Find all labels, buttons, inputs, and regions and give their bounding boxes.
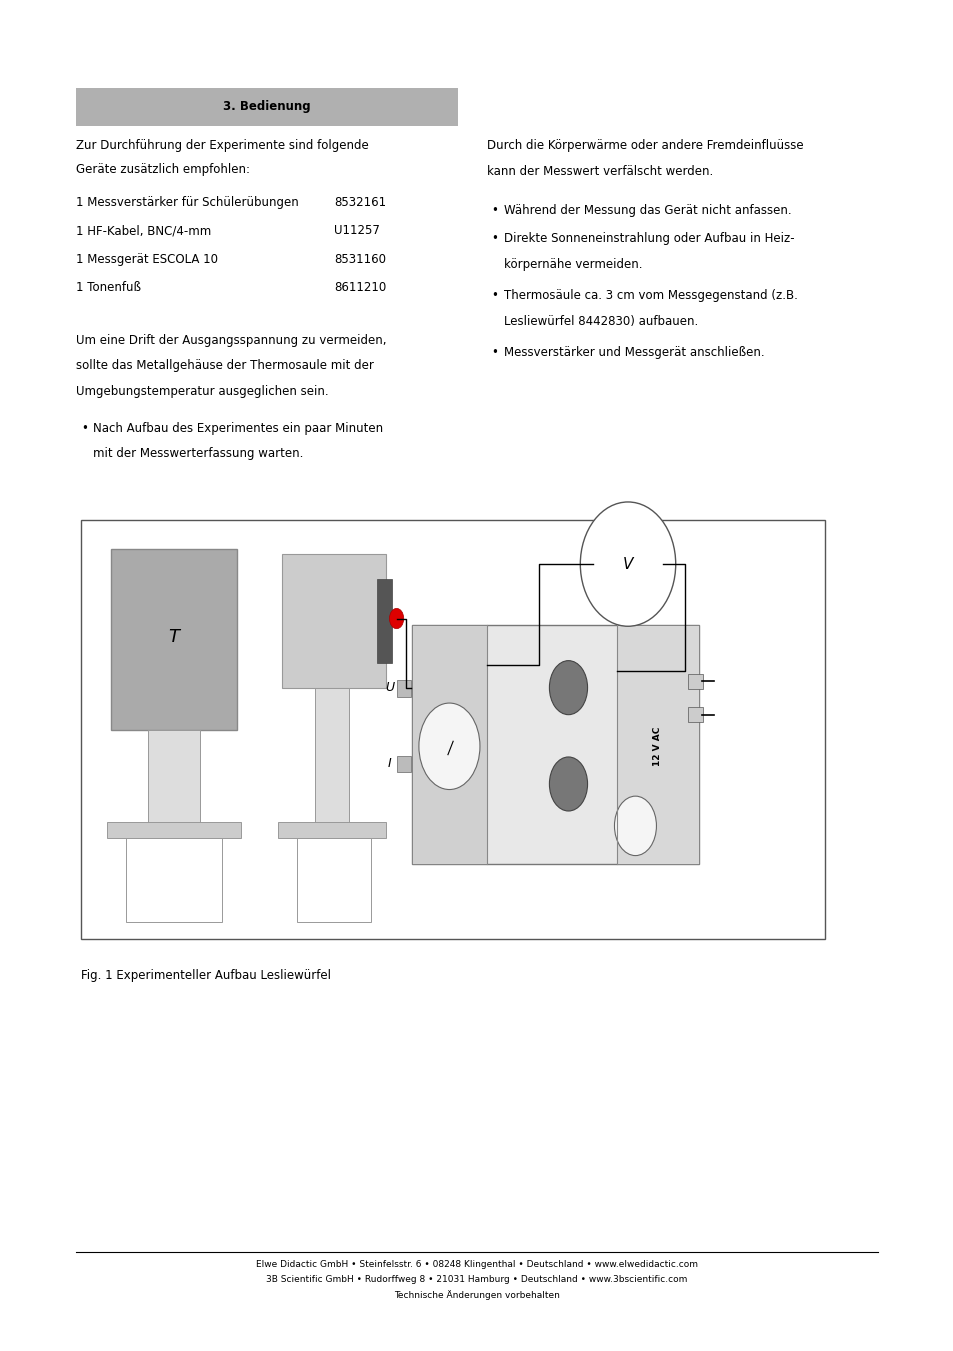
FancyBboxPatch shape [315,688,349,825]
FancyBboxPatch shape [107,821,241,839]
Text: 1 HF-Kabel, BNC/4-mm: 1 HF-Kabel, BNC/4-mm [76,224,212,238]
Text: •: • [81,422,88,435]
FancyBboxPatch shape [278,821,386,839]
Text: V: V [622,557,633,571]
Text: Direkte Sonneneinstrahlung oder Aufbau in Heiz-: Direkte Sonneneinstrahlung oder Aufbau i… [503,232,794,246]
Text: Technische Änderungen vorbehalten: Technische Änderungen vorbehalten [394,1290,559,1300]
Text: I: I [388,757,392,770]
Text: 1 Messgerät ESCOLA 10: 1 Messgerät ESCOLA 10 [76,253,218,266]
Text: Fig. 1 Experimenteller Aufbau Lesliewürfel: Fig. 1 Experimenteller Aufbau Lesliewürf… [81,969,331,982]
Text: 1 Messverstärker für Schülerübungen: 1 Messverstärker für Schülerübungen [76,196,298,209]
Text: Elwe Didactic GmbH • Steinfelsstr. 6 • 08248 Klingenthal • Deutschland • www.elw: Elwe Didactic GmbH • Steinfelsstr. 6 • 0… [255,1260,698,1270]
Text: 3B Scientific GmbH • Rudorffweg 8 • 21031 Hamburg • Deutschland • www.3bscientif: 3B Scientific GmbH • Rudorffweg 8 • 2103… [266,1275,687,1285]
Text: Umgebungstemperatur ausgeglichen sein.: Umgebungstemperatur ausgeglichen sein. [76,385,329,399]
Text: Um eine Drift der Ausgangsspannung zu vermeiden,: Um eine Drift der Ausgangsspannung zu ve… [76,334,386,347]
FancyBboxPatch shape [282,554,386,688]
Text: 12 V AC: 12 V AC [653,727,661,766]
Text: 3. Bedienung: 3. Bedienung [223,100,311,113]
Text: 8611210: 8611210 [334,281,386,295]
Ellipse shape [579,503,675,627]
FancyBboxPatch shape [148,730,200,825]
Text: •: • [491,232,497,246]
FancyBboxPatch shape [412,624,486,863]
FancyBboxPatch shape [617,624,698,863]
FancyBboxPatch shape [296,839,371,923]
FancyBboxPatch shape [396,755,411,773]
FancyBboxPatch shape [81,520,824,939]
FancyBboxPatch shape [76,88,457,126]
Circle shape [549,757,587,811]
FancyBboxPatch shape [126,839,222,923]
Text: Messverstärker und Messgerät anschließen.: Messverstärker und Messgerät anschließen… [503,346,763,359]
Text: 8531160: 8531160 [334,253,386,266]
Circle shape [614,796,656,855]
FancyBboxPatch shape [396,680,411,697]
Text: mit der Messwerterfassung warten.: mit der Messwerterfassung warten. [93,447,304,461]
Text: 1 Tonenfuß: 1 Tonenfuß [76,281,141,295]
Text: kann der Messwert verfälscht werden.: kann der Messwert verfälscht werden. [486,165,712,178]
Text: U11257: U11257 [334,224,379,238]
Text: Geräte zusätzlich empfohlen:: Geräte zusätzlich empfohlen: [76,163,250,177]
FancyBboxPatch shape [687,674,702,689]
FancyBboxPatch shape [376,578,392,662]
Text: sollte das Metallgehäuse der Thermosaule mit der: sollte das Metallgehäuse der Thermosaule… [76,359,374,373]
FancyBboxPatch shape [111,550,237,730]
Text: körpernähe vermeiden.: körpernähe vermeiden. [503,258,641,272]
FancyBboxPatch shape [687,708,702,723]
Text: Nach Aufbau des Experimentes ein paar Minuten: Nach Aufbau des Experimentes ein paar Mi… [93,422,383,435]
Text: •: • [491,289,497,303]
Circle shape [389,608,403,628]
Text: T: T [169,628,179,646]
Text: Durch die Körperwärme oder andere Fremdeinfluüsse: Durch die Körperwärme oder andere Fremde… [486,139,802,153]
Text: •: • [491,346,497,359]
Text: Lesliewürfel 8442830) aufbauen.: Lesliewürfel 8442830) aufbauen. [503,315,698,328]
Text: Thermosäule ca. 3 cm vom Messgegenstand (z.B.: Thermosäule ca. 3 cm vom Messgegenstand … [503,289,797,303]
Text: U: U [385,681,394,694]
Text: 8532161: 8532161 [334,196,386,209]
Circle shape [418,703,479,789]
Text: •: • [491,204,497,218]
FancyBboxPatch shape [412,624,698,863]
Text: Während der Messung das Gerät nicht anfassen.: Während der Messung das Gerät nicht anfa… [503,204,790,218]
Circle shape [549,661,587,715]
Text: Zur Durchführung der Experimente sind folgende: Zur Durchführung der Experimente sind fo… [76,139,369,153]
